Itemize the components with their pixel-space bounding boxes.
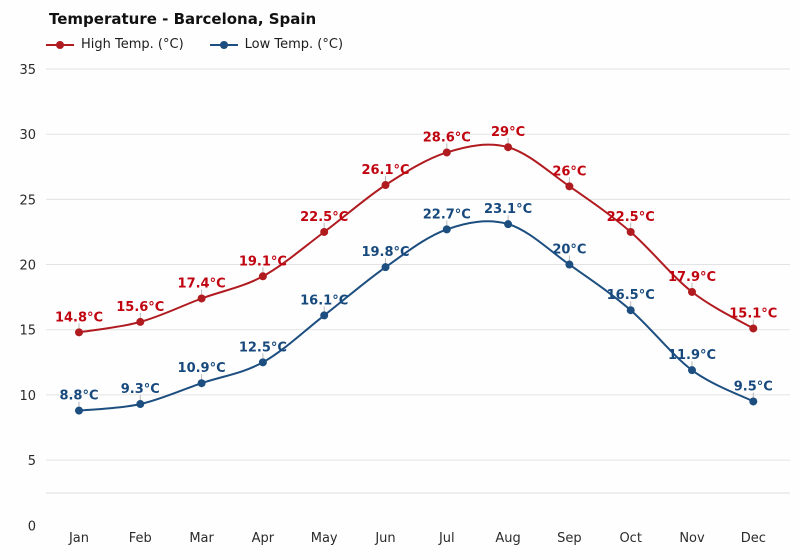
high-temp-point-oct: [626, 227, 635, 236]
low-temp-value-nov: 11.9°C: [668, 348, 716, 363]
x-tick-label-jan: Jan: [68, 531, 89, 546]
high-temp-value-nov: 17.9°C: [668, 270, 716, 285]
x-tick-label-jun: Jun: [374, 531, 395, 546]
high-temp-point-jul: [442, 148, 451, 157]
low-temp-value-apr: 12.5°C: [239, 340, 287, 355]
chart-title: Temperature - Barcelona, Spain: [49, 10, 317, 28]
high-temp-point-may: [320, 227, 329, 236]
high-temp-point-sep: [565, 182, 574, 191]
low-temp-value-dec: 9.5°C: [734, 379, 773, 394]
high-temp-point-feb: [136, 317, 145, 326]
high-temp-value-apr: 19.1°C: [239, 254, 287, 269]
low-temp-point-nov: [688, 366, 696, 375]
high-temp-value-jun: 26.1°C: [361, 163, 409, 178]
high-temp-value-aug: 29°C: [491, 125, 525, 140]
low-temp-point-jun: [381, 263, 390, 272]
low-temp-point-sep: [565, 260, 574, 269]
high-temp-point-nov: [688, 287, 696, 296]
low-temp-point-jul: [442, 225, 451, 234]
low-series-dot-icon: [219, 40, 228, 49]
x-tick-label-mar: Mar: [189, 531, 214, 546]
high-temp-value-may: 22.5°C: [300, 210, 348, 225]
high-temp-line: [78, 143, 754, 334]
low-temp-value-oct: 16.5°C: [607, 288, 655, 303]
x-tick-label-jul: Jul: [438, 531, 455, 546]
low-temp-point-aug: [504, 220, 513, 229]
high-series-line-icon: [46, 40, 74, 49]
high-temp-value-sep: 26°C: [552, 164, 586, 179]
legend-item-low-temp: Low Temp. (°C): [209, 37, 344, 52]
y-tick-label-25: 25: [19, 193, 36, 208]
y-tick-label-20: 20: [19, 259, 36, 274]
x-tick-label-oct: Oct: [619, 531, 641, 546]
low-temp-point-apr: [258, 358, 267, 367]
low-temp-point-jan: [75, 406, 83, 415]
low-temp-point-feb: [136, 400, 145, 409]
low-temp-point-oct: [626, 306, 635, 315]
x-tick-label-sep: Sep: [557, 531, 582, 546]
y-tick-label-30: 30: [19, 128, 36, 143]
high-temp-value-oct: 22.5°C: [607, 210, 655, 225]
high-temp-value-dec: 15.1°C: [729, 306, 777, 321]
high-temp-point-jan: [75, 328, 83, 337]
y-tick-label-10: 10: [19, 389, 36, 404]
x-tick-label-feb: Feb: [129, 531, 152, 546]
x-tick-label-nov: Nov: [679, 531, 705, 546]
legend-item-high-temp: High Temp. (°C): [46, 37, 184, 52]
high-temp-point-mar: [197, 294, 206, 303]
high-temp-value-mar: 17.4°C: [178, 276, 226, 291]
legend-label-high-temp: High Temp. (°C): [81, 37, 184, 52]
low-temp-point-may: [320, 311, 329, 320]
high-temp-point-dec: [749, 324, 758, 333]
low-temp-point-mar: [197, 379, 206, 388]
low-temp-value-jun: 19.8°C: [361, 245, 409, 260]
x-tick-label-dec: Dec: [741, 531, 766, 546]
low-temp-line: [78, 220, 754, 412]
high-temp-value-jul: 28.6°C: [423, 130, 471, 145]
low-temp-value-jan: 8.8°C: [59, 389, 98, 404]
low-temp-value-aug: 23.1°C: [484, 202, 532, 217]
y-tick-label-5: 5: [28, 454, 36, 469]
low-temp-point-dec: [749, 397, 758, 406]
high-temp-point-aug: [504, 143, 513, 152]
low-temp-value-sep: 20°C: [552, 243, 586, 258]
legend: High Temp. (°C) Low Temp. (°C): [46, 37, 343, 52]
x-tick-label-aug: Aug: [495, 531, 520, 546]
x-tick-label-may: May: [311, 531, 338, 546]
high-temp-value-jan: 14.8°C: [55, 310, 103, 325]
legend-label-low-temp: Low Temp. (°C): [244, 37, 344, 52]
low-temp-value-mar: 10.9°C: [178, 361, 226, 376]
high-series-dot-icon: [56, 40, 64, 49]
y-tick-label-15: 15: [19, 324, 36, 339]
y-tick-label-0: 0: [28, 519, 36, 534]
low-temp-value-may: 16.1°C: [300, 293, 348, 308]
low-temp-value-jul: 22.7°C: [423, 207, 471, 222]
high-temp-point-jun: [381, 181, 390, 190]
low-temp-value-feb: 9.3°C: [121, 382, 160, 397]
high-temp-point-apr: [258, 272, 267, 281]
high-temp-value-feb: 15.6°C: [116, 300, 164, 315]
x-tick-label-apr: Apr: [252, 531, 275, 546]
y-tick-label-35: 35: [19, 63, 36, 78]
low-series-line-icon: [209, 40, 238, 49]
